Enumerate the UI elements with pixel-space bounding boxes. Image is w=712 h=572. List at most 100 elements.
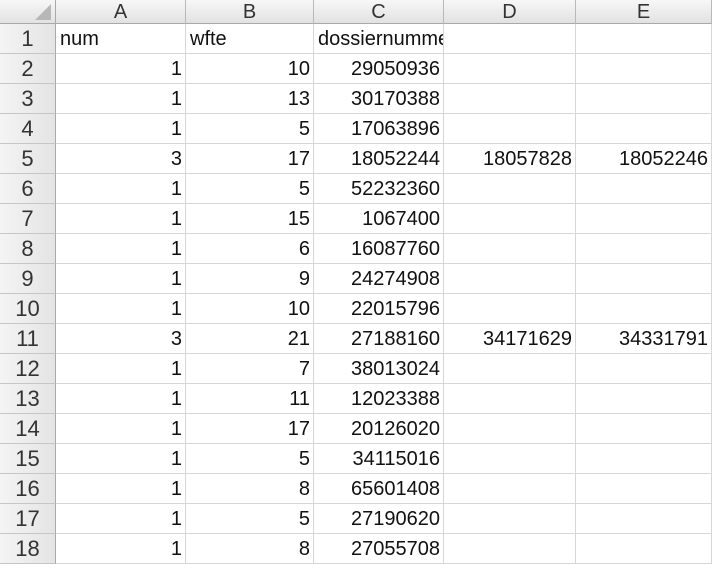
row-header[interactable]: 2 bbox=[0, 54, 56, 84]
cell-a[interactable]: 1 bbox=[56, 474, 186, 504]
cell-a[interactable]: 1 bbox=[56, 174, 186, 204]
cell-e[interactable] bbox=[576, 474, 712, 504]
cell-b[interactable]: 8 bbox=[186, 474, 314, 504]
column-header-e[interactable]: E bbox=[576, 0, 712, 24]
row-header[interactable]: 12 bbox=[0, 354, 56, 384]
cell-c[interactable]: 1067400 bbox=[314, 204, 444, 234]
cell-a[interactable]: 1 bbox=[56, 384, 186, 414]
row-header[interactable]: 4 bbox=[0, 114, 56, 144]
cell-a[interactable]: 3 bbox=[56, 324, 186, 354]
cell-d[interactable] bbox=[444, 354, 576, 384]
select-all-corner[interactable] bbox=[0, 0, 56, 24]
cell-b[interactable]: 7 bbox=[186, 354, 314, 384]
cell-e[interactable] bbox=[576, 534, 712, 564]
cell-d[interactable] bbox=[444, 264, 576, 294]
row-header[interactable]: 17 bbox=[0, 504, 56, 534]
cell-d[interactable] bbox=[444, 414, 576, 444]
cell-d[interactable] bbox=[444, 24, 576, 54]
cell-d[interactable] bbox=[444, 504, 576, 534]
cell-e[interactable] bbox=[576, 84, 712, 114]
cell-c[interactable]: 27190620 bbox=[314, 504, 444, 534]
cell-c[interactable]: 34115016 bbox=[314, 444, 444, 474]
cell-e[interactable] bbox=[576, 444, 712, 474]
cell-c[interactable]: 16087760 bbox=[314, 234, 444, 264]
cell-b[interactable]: 17 bbox=[186, 144, 314, 174]
cell-e[interactable] bbox=[576, 354, 712, 384]
column-header-d[interactable]: D bbox=[444, 0, 576, 24]
cell-e[interactable] bbox=[576, 24, 712, 54]
cell-d[interactable] bbox=[444, 174, 576, 204]
cell-e[interactable]: 18052246 bbox=[576, 144, 712, 174]
cell-c[interactable]: dossiernummers bbox=[314, 24, 444, 54]
row-header[interactable]: 9 bbox=[0, 264, 56, 294]
cell-e[interactable] bbox=[576, 174, 712, 204]
column-header-a[interactable]: A bbox=[56, 0, 186, 24]
column-header-b[interactable]: B bbox=[186, 0, 314, 24]
cell-b[interactable]: 15 bbox=[186, 204, 314, 234]
cell-c[interactable]: 18052244 bbox=[314, 144, 444, 174]
cell-c[interactable]: 24274908 bbox=[314, 264, 444, 294]
cell-c[interactable]: 27188160 bbox=[314, 324, 444, 354]
row-header[interactable]: 16 bbox=[0, 474, 56, 504]
cell-a[interactable]: 1 bbox=[56, 354, 186, 384]
cell-c[interactable]: 38013024 bbox=[314, 354, 444, 384]
cell-a[interactable]: 1 bbox=[56, 234, 186, 264]
cell-d[interactable] bbox=[444, 54, 576, 84]
cell-e[interactable] bbox=[576, 234, 712, 264]
cell-a[interactable]: 1 bbox=[56, 54, 186, 84]
cell-e[interactable] bbox=[576, 504, 712, 534]
cell-b[interactable]: 5 bbox=[186, 444, 314, 474]
cell-a[interactable]: 1 bbox=[56, 114, 186, 144]
cell-b[interactable]: 21 bbox=[186, 324, 314, 354]
row-header[interactable]: 15 bbox=[0, 444, 56, 474]
cell-b[interactable]: 5 bbox=[186, 504, 314, 534]
cell-b[interactable]: wfte bbox=[186, 24, 314, 54]
cell-d[interactable] bbox=[444, 204, 576, 234]
cell-a[interactable]: 1 bbox=[56, 294, 186, 324]
row-header[interactable]: 7 bbox=[0, 204, 56, 234]
cell-c[interactable]: 22015796 bbox=[314, 294, 444, 324]
cell-b[interactable]: 5 bbox=[186, 114, 314, 144]
row-header[interactable]: 3 bbox=[0, 84, 56, 114]
cell-a[interactable]: 1 bbox=[56, 84, 186, 114]
cell-d[interactable] bbox=[444, 84, 576, 114]
row-header[interactable]: 10 bbox=[0, 294, 56, 324]
cell-a[interactable]: 1 bbox=[56, 444, 186, 474]
cell-d[interactable]: 34171629 bbox=[444, 324, 576, 354]
cell-e[interactable] bbox=[576, 294, 712, 324]
column-header-c[interactable]: C bbox=[314, 0, 444, 24]
cell-c[interactable]: 20126020 bbox=[314, 414, 444, 444]
cell-b[interactable]: 11 bbox=[186, 384, 314, 414]
cell-d[interactable] bbox=[444, 234, 576, 264]
cell-d[interactable]: 18057828 bbox=[444, 144, 576, 174]
cell-c[interactable]: 52232360 bbox=[314, 174, 444, 204]
cell-c[interactable]: 17063896 bbox=[314, 114, 444, 144]
row-header[interactable]: 1 bbox=[0, 24, 56, 54]
cell-d[interactable] bbox=[444, 384, 576, 414]
cell-c[interactable]: 12023388 bbox=[314, 384, 444, 414]
cell-e[interactable] bbox=[576, 204, 712, 234]
cell-b[interactable]: 5 bbox=[186, 174, 314, 204]
row-header[interactable]: 13 bbox=[0, 384, 56, 414]
cell-c[interactable]: 30170388 bbox=[314, 84, 444, 114]
row-header[interactable]: 8 bbox=[0, 234, 56, 264]
cell-b[interactable]: 9 bbox=[186, 264, 314, 294]
cell-b[interactable]: 10 bbox=[186, 54, 314, 84]
cell-e[interactable] bbox=[576, 414, 712, 444]
cell-a[interactable]: 1 bbox=[56, 264, 186, 294]
cell-a[interactable]: 3 bbox=[56, 144, 186, 174]
row-header[interactable]: 11 bbox=[0, 324, 56, 354]
cell-b[interactable]: 8 bbox=[186, 534, 314, 564]
cell-e[interactable] bbox=[576, 114, 712, 144]
row-header[interactable]: 18 bbox=[0, 534, 56, 564]
cell-d[interactable] bbox=[444, 534, 576, 564]
cell-b[interactable]: 17 bbox=[186, 414, 314, 444]
cell-b[interactable]: 6 bbox=[186, 234, 314, 264]
cell-d[interactable] bbox=[444, 474, 576, 504]
cell-d[interactable] bbox=[444, 114, 576, 144]
row-header[interactable]: 14 bbox=[0, 414, 56, 444]
cell-c[interactable]: 27055708 bbox=[314, 534, 444, 564]
row-header[interactable]: 6 bbox=[0, 174, 56, 204]
cell-e[interactable]: 34331791 bbox=[576, 324, 712, 354]
cell-a[interactable]: 1 bbox=[56, 414, 186, 444]
